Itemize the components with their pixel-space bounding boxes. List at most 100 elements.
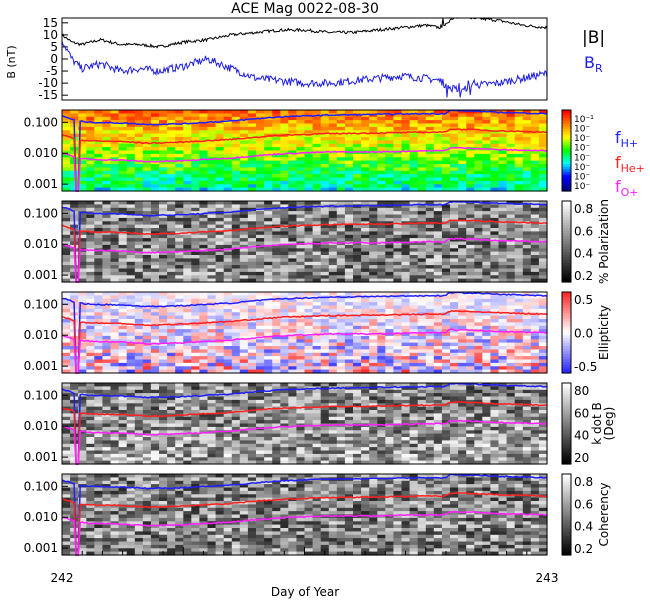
spectrogram-cell xyxy=(264,305,273,310)
spectrogram-cell xyxy=(353,352,362,357)
spectrogram-cell xyxy=(482,123,491,128)
spectrogram-cell xyxy=(344,207,354,212)
spectrogram-cell xyxy=(361,406,370,411)
spectrogram-cell xyxy=(264,396,273,401)
spectrogram-cell xyxy=(369,140,378,145)
spectrogram-cell xyxy=(530,170,540,175)
spectrogram-cell xyxy=(199,221,209,226)
spectrogram-cell xyxy=(458,298,467,303)
spectrogram-cell xyxy=(385,133,394,138)
spectrogram-cell xyxy=(62,143,71,148)
spectrogram-cell xyxy=(191,153,200,158)
spectrogram-cell xyxy=(231,217,241,222)
spectrogram-cell xyxy=(312,352,322,357)
spectrogram-cell xyxy=(482,164,491,168)
spectrogram-cell xyxy=(369,315,378,320)
spectrogram-cell xyxy=(126,157,136,162)
spectrogram-cell xyxy=(223,349,233,354)
spectrogram-cell xyxy=(393,362,403,367)
spectrogram-cell xyxy=(433,386,443,391)
spectrogram-cell xyxy=(78,335,87,340)
spectrogram-cell xyxy=(256,312,265,317)
spectrogram-cell xyxy=(530,275,540,280)
spectrogram-cell xyxy=(530,352,540,357)
spectrogram-cell xyxy=(417,389,427,394)
spectrogram-cell xyxy=(110,349,120,354)
spectrogram-cell xyxy=(433,187,443,192)
spectrogram-cell xyxy=(466,271,475,276)
spectrogram-cell xyxy=(417,126,427,131)
spectrogram-cell xyxy=(191,295,200,300)
spectrogram-cell xyxy=(296,170,306,175)
spectrogram-cell xyxy=(150,366,160,371)
spectrogram-cell xyxy=(264,164,273,168)
spectrogram-cell xyxy=(78,315,87,320)
spectrogram-cell xyxy=(215,335,225,340)
spectrogram-cell xyxy=(264,349,273,354)
spectrogram-cell xyxy=(247,150,257,155)
spectrogram-cell xyxy=(506,403,516,408)
spectrogram-cell xyxy=(458,164,467,168)
mag-series xyxy=(61,17,548,98)
spectrogram-cell xyxy=(409,248,419,253)
spectrogram-cell xyxy=(239,369,249,374)
spectrogram-cell xyxy=(207,410,217,414)
spectrogram-cell xyxy=(312,228,322,232)
spectrogram-cell xyxy=(272,369,281,374)
spectrogram-cell xyxy=(530,143,540,148)
spectrogram-cell xyxy=(474,157,483,162)
spectrogram-cell xyxy=(490,244,500,249)
spectrogram-cell xyxy=(385,322,394,327)
spectrogram-cell xyxy=(514,255,524,259)
spectrogram-cell xyxy=(514,278,524,283)
spectrogram-cell xyxy=(126,271,136,276)
spectrogram-cell xyxy=(256,113,265,118)
spectrogram-cell xyxy=(425,177,435,182)
spectrogram-cell xyxy=(256,234,265,239)
spectrogram-cell xyxy=(353,278,362,283)
spectrogram-cell xyxy=(433,319,443,323)
spectrogram-cell xyxy=(150,261,160,266)
spectrogram-cell xyxy=(466,342,475,347)
spectrogram-cell xyxy=(361,292,370,296)
spectrogram-cell xyxy=(450,258,459,263)
spectrogram-cell xyxy=(247,406,257,411)
spectrogram-cell xyxy=(207,140,217,145)
spectrogram-cell xyxy=(118,332,128,337)
spectrogram-cell xyxy=(78,356,87,361)
spectrogram-cell xyxy=(498,126,508,131)
spectrogram-cell xyxy=(490,386,500,391)
spectrogram-cell xyxy=(199,187,209,192)
spectrogram-cell xyxy=(530,126,540,131)
spectrogram-cell xyxy=(466,329,475,334)
spectrogram-cell xyxy=(336,265,346,270)
spectrogram-cell xyxy=(304,356,314,361)
spectrogram-cell xyxy=(272,204,281,209)
spectrogram-cell xyxy=(361,396,370,401)
spectrogram-cell xyxy=(78,130,87,135)
spectrogram-cell xyxy=(159,120,168,125)
spectrogram-cell xyxy=(328,231,338,236)
spectrogram-cell xyxy=(150,305,160,310)
spectrogram-cell xyxy=(417,278,427,283)
spectrogram-cell xyxy=(86,389,95,394)
spectrogram-cell xyxy=(401,339,411,344)
spectrogram-cell xyxy=(377,332,386,337)
spectrogram-cell xyxy=(126,308,136,313)
spectrogram-cell xyxy=(167,332,176,337)
spectrogram-cell xyxy=(514,261,524,266)
spectrogram-cell xyxy=(272,349,281,354)
spectrogram-cell xyxy=(256,369,265,374)
spectrogram-cell xyxy=(538,164,548,168)
spectrogram-cell xyxy=(142,271,152,276)
spectrogram-cell xyxy=(433,160,443,165)
spectrogram-cell xyxy=(199,410,209,414)
spectrogram-cell xyxy=(514,352,524,357)
spectrogram-cell xyxy=(288,238,297,243)
spectrogram-cell xyxy=(353,180,362,185)
spectrogram-cell xyxy=(102,396,112,401)
spectrogram-cell xyxy=(78,180,87,185)
spectrogram-cell xyxy=(191,177,200,182)
spectrogram-cell xyxy=(175,116,184,121)
spectrogram-cell xyxy=(183,177,192,182)
